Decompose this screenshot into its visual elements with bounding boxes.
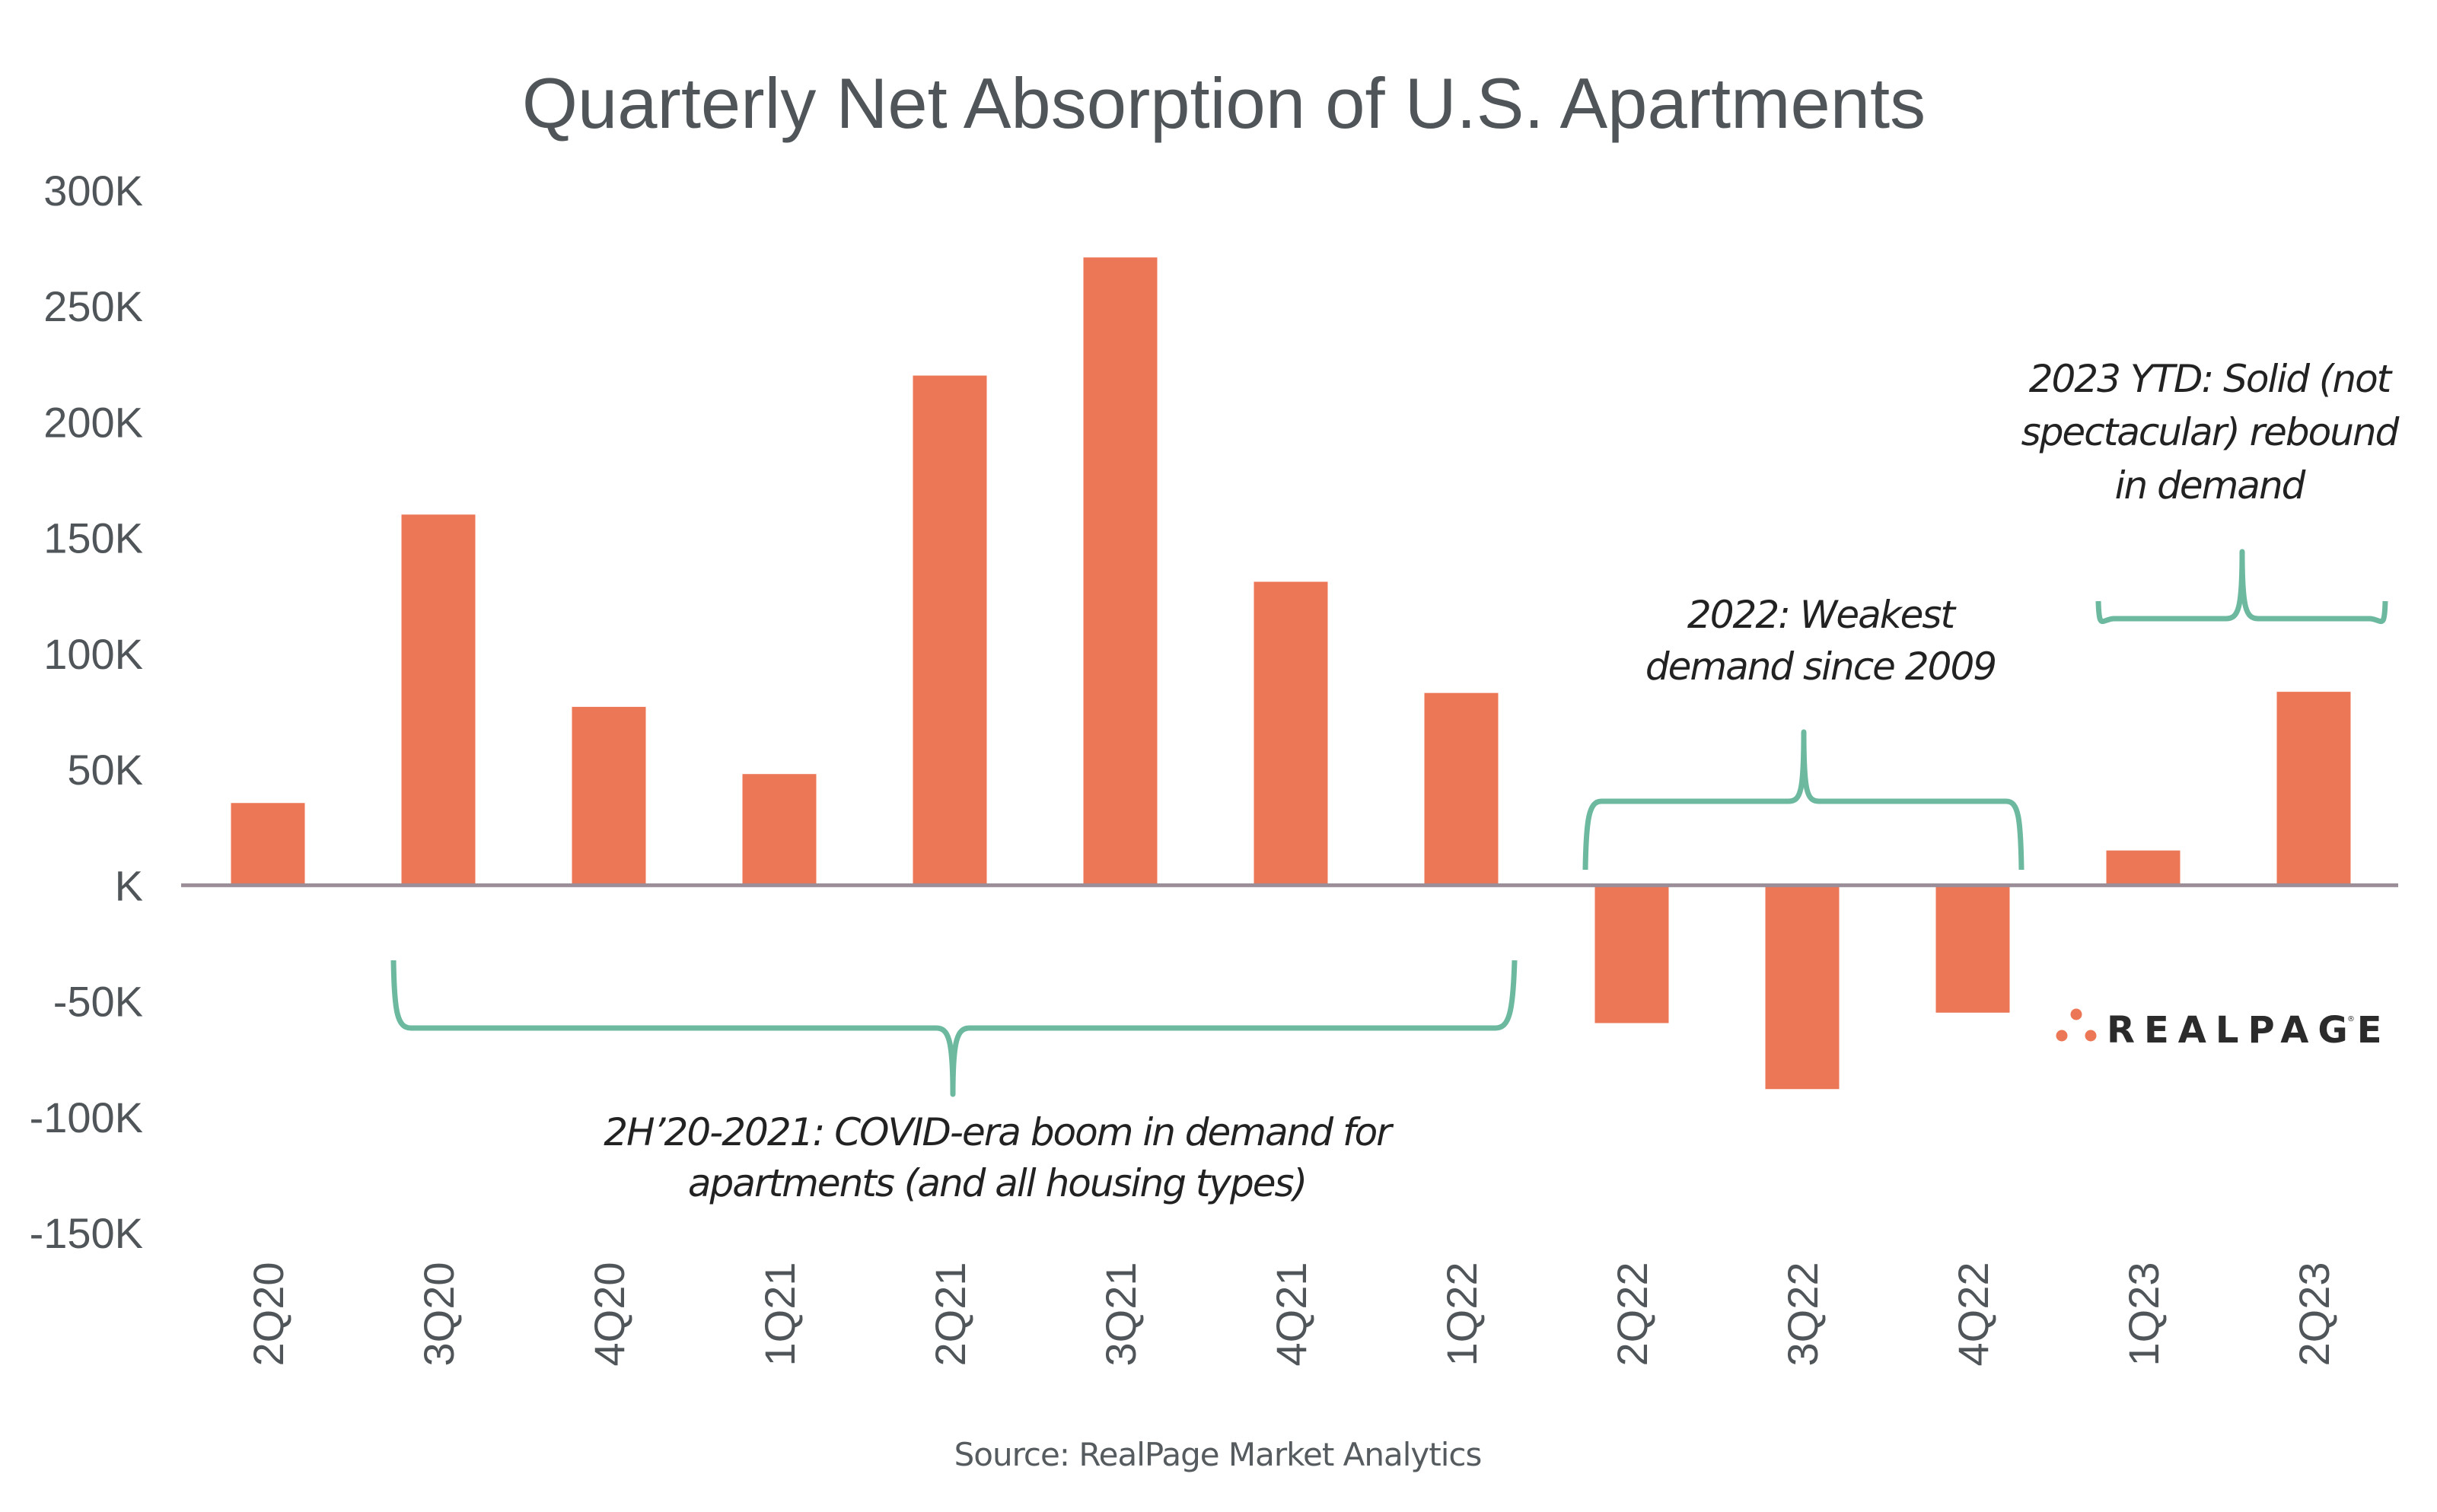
y-tick-label: -100K — [30, 1093, 143, 1141]
x-tick-label: 3Q20 — [415, 1262, 463, 1367]
x-tick-label: 1Q23 — [2120, 1262, 2168, 1367]
bracket-rebound-2023 — [2095, 549, 2388, 624]
x-tick-label: 4Q22 — [1949, 1262, 1997, 1367]
x-tick-label: 3Q21 — [1097, 1262, 1145, 1367]
y-tick-label: K — [115, 861, 143, 909]
x-tick-label: 4Q21 — [1267, 1262, 1315, 1367]
logo-dot-left — [2056, 1030, 2068, 1042]
annotation-weakest-2022-line-2: demand since 2009 — [1645, 645, 1996, 689]
bracket-covid-boom — [390, 960, 1518, 1097]
annotation-weakest-2022: 2022: Weakest demand since 2009 — [1645, 593, 1997, 689]
x-axis: 2Q20 3Q20 4Q20 1Q21 2Q21 3Q21 4Q21 1Q22 2Q22 3Q22… — [244, 1262, 2338, 1367]
bar-2Q20 — [231, 803, 305, 886]
annotation-weakest-2022-line-1: 2022: Weakest — [1687, 593, 1958, 637]
x-tick-label: 3Q22 — [1779, 1262, 1827, 1367]
x-tick-label: 4Q20 — [585, 1262, 633, 1367]
bar-2Q22 — [1594, 885, 1669, 1023]
y-tick-label: 300K — [43, 167, 143, 215]
x-tick-label: 2Q21 — [926, 1262, 974, 1367]
annotation-rebound-2023-line-1: 2023 YTD: Solid (not — [2029, 357, 2394, 401]
registered-mark: ® — [2347, 1015, 2355, 1023]
annotation-rebound-2023-line-3: in demand — [2115, 463, 2306, 508]
x-tick-label: 2Q22 — [1608, 1262, 1656, 1367]
y-tick-label: 50K — [67, 746, 143, 794]
x-tick-label: 1Q21 — [756, 1262, 804, 1367]
y-tick-label: 250K — [43, 282, 143, 330]
y-tick-label: -50K — [53, 978, 143, 1026]
y-tick-label: -150K — [30, 1209, 143, 1257]
y-tick-label: 100K — [43, 630, 143, 678]
x-tick-label: 2Q23 — [2290, 1262, 2338, 1367]
bar-2Q21 — [913, 375, 987, 886]
bar-2Q23 — [2276, 692, 2351, 886]
chart-title: Quarterly Net Absorption of U.S. Apartme… — [522, 63, 1926, 143]
annotation-covid-boom-line-2: apartments (and all housing types) — [688, 1161, 1306, 1205]
logo-dot-right — [2085, 1030, 2097, 1042]
bar-4Q20 — [572, 706, 646, 886]
bar-4Q22 — [1935, 885, 2010, 1013]
source-note: Source: RealPage Market Analytics — [954, 1436, 1482, 1473]
bar-3Q22 — [1765, 885, 1840, 1090]
bar-1Q21 — [742, 774, 817, 886]
bracket-weakest-2022 — [1582, 729, 2024, 871]
annotation-rebound-2023: 2023 YTD: Solid (not spectacular) reboun… — [2021, 357, 2401, 508]
bar-series — [231, 257, 2351, 1090]
annotation-covid-boom-line-1: 2H’20-2021: COVID-era boom in demand for — [604, 1110, 1394, 1154]
bar-3Q20 — [401, 514, 476, 886]
bar-1Q22 — [1424, 692, 1499, 886]
x-tick-label: 1Q22 — [1438, 1262, 1486, 1367]
realpage-logo: REALPAGE ® — [2056, 1008, 2391, 1052]
y-axis: 300K 250K 200K 150K 100K 50K K -50K -100K -150K — [30, 167, 143, 1257]
logo-dot-top — [2070, 1008, 2082, 1020]
logo-wordmark: REALPAGE — [2107, 1009, 2391, 1052]
bar-1Q23 — [2106, 850, 2181, 886]
x-tick-label: 2Q20 — [244, 1262, 292, 1367]
y-tick-label: 150K — [43, 514, 143, 562]
annotation-rebound-2023-line-2: spectacular) rebound — [2021, 410, 2400, 454]
y-tick-label: 200K — [43, 398, 143, 446]
annotation-covid-boom: 2H’20-2021: COVID-era boom in demand for… — [604, 1110, 1396, 1205]
bar-4Q21 — [1254, 581, 1328, 886]
bar-3Q21 — [1083, 257, 1158, 886]
